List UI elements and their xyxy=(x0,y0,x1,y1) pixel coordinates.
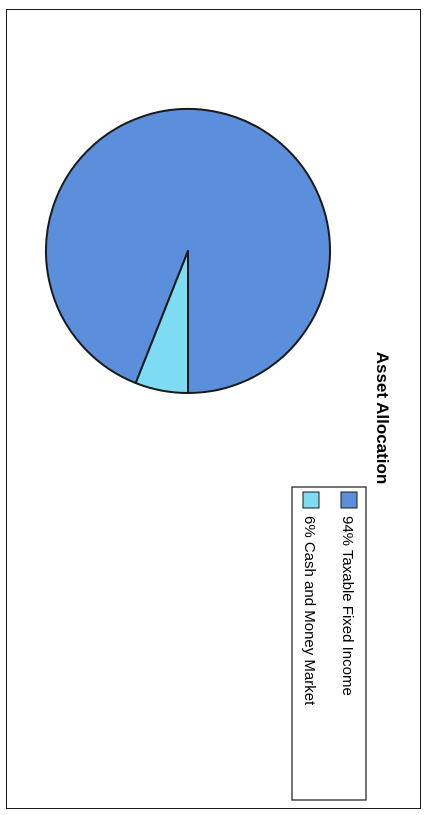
pie xyxy=(45,108,331,394)
legend-label-taxable-fixed-income: 94% Taxable Fixed Income xyxy=(339,516,356,696)
pie-slice-cash-money-market xyxy=(134,250,189,394)
legend-label-cash-money-market: 6% Cash and Money Market xyxy=(301,516,318,706)
legend-swatch-taxable-fixed-income xyxy=(340,491,358,509)
legend: 94% Taxable Fixed Income 6% Cash and Mon… xyxy=(291,486,367,801)
legend-swatch-cash-money-market xyxy=(302,491,320,509)
chart-title: Asset Allocation xyxy=(373,352,392,485)
legend-box xyxy=(291,486,367,801)
